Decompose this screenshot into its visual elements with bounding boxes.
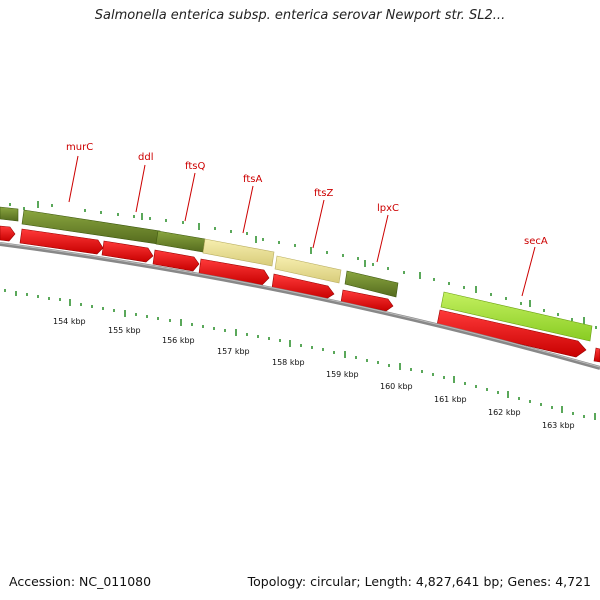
gene-label-murC[interactable]: murC	[66, 142, 93, 153]
cds-arrow[interactable]	[198, 258, 270, 286]
feature-block[interactable]	[344, 270, 399, 298]
cds-track	[0, 225, 600, 363]
gene-label-ddl[interactable]: ddl	[138, 152, 153, 163]
accession-text: Accession: NC_011080	[9, 574, 152, 589]
feature-block[interactable]	[0, 206, 19, 222]
cds-arrow[interactable]	[0, 225, 16, 242]
ruler-label: 163 kbp	[542, 421, 575, 430]
gene-label-secA[interactable]: secA	[524, 236, 548, 247]
gene-label-ftsQ[interactable]: ftsQ	[185, 161, 205, 172]
ruler-label: 158 kbp	[272, 358, 305, 367]
cds-arrow[interactable]	[19, 228, 104, 255]
cds-arrow[interactable]	[593, 347, 600, 363]
feature-block[interactable]	[202, 238, 275, 267]
genome-title: Salmonella enterica subsp. enterica sero…	[94, 8, 506, 23]
ruler-label: 160 kbp	[380, 382, 413, 391]
genome-info-text: Topology: circular; Length: 4,827,641 bp…	[247, 574, 591, 589]
ruler-label: 154 kbp	[53, 317, 86, 326]
ruler-ticks	[4, 289, 596, 420]
outer-tick-track	[9, 201, 597, 329]
ruler-label: 156 kbp	[162, 336, 195, 345]
feature-block[interactable]	[155, 230, 206, 253]
feature-block[interactable]	[440, 291, 593, 342]
cds-arrow[interactable]	[340, 289, 394, 312]
gene-label-ftsA[interactable]: ftsA	[243, 174, 262, 185]
feature-block[interactable]	[274, 255, 342, 284]
cds-arrow[interactable]	[436, 309, 587, 358]
gene-leaders	[68, 155, 536, 297]
genome-backbone	[0, 242, 600, 370]
gene-label-lpxC[interactable]: lpxC	[377, 203, 399, 214]
ruler-label: 162 kbp	[488, 408, 521, 417]
gene-labels: murC ddl ftsQ ftsA ftsZ lpxC secA	[66, 142, 548, 247]
ruler-label: 155 kbp	[108, 326, 141, 335]
ruler-label: 159 kbp	[326, 370, 359, 379]
ruler-label: 161 kbp	[434, 395, 467, 404]
cds-arrow[interactable]	[152, 249, 200, 272]
ruler-label: 157 kbp	[217, 347, 250, 356]
cds-arrow[interactable]	[271, 273, 335, 300]
gene-label-ftsZ[interactable]: ftsZ	[314, 188, 333, 199]
ruler-labels: 154 kbp 155 kbp 156 kbp 157 kbp 158 kbp …	[53, 317, 575, 430]
cds-arrow[interactable]	[101, 240, 154, 263]
feature-track	[0, 206, 593, 342]
